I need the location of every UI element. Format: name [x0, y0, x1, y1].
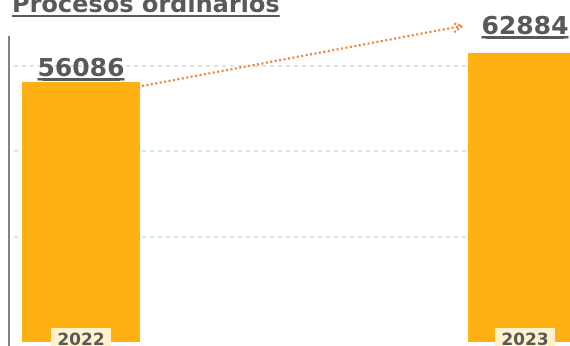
data-label-2022: 56086 — [38, 53, 125, 82]
chart-title: Procesos ordinarios — [12, 0, 280, 18]
year-badge-2022 — [51, 328, 111, 346]
connector-arrowhead — [452, 21, 465, 34]
year-badge-2023 — [495, 328, 555, 346]
data-label-2023: 62884 — [482, 11, 569, 40]
bar-2023 — [468, 52, 570, 342]
bar-2022 — [22, 82, 140, 342]
connector-line — [141, 24, 463, 88]
x-tick-label-2022: 2022 — [57, 330, 104, 346]
x-tick-label-2023: 2023 — [501, 330, 548, 346]
